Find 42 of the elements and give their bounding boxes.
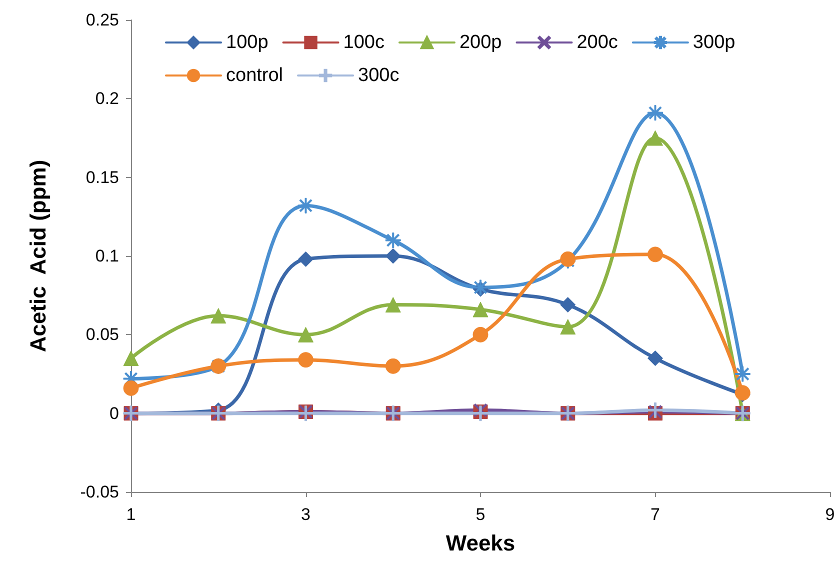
legend-label: 300p bbox=[692, 32, 736, 53]
point bbox=[472, 326, 488, 342]
x-tick-label: 5 bbox=[476, 505, 486, 524]
legend-label: control bbox=[226, 65, 284, 86]
legend-label: 100c bbox=[343, 32, 384, 53]
y-tick-label: 0.2 bbox=[95, 89, 119, 108]
y-axis-title: Acetic Acid (ppm) bbox=[26, 160, 50, 352]
x-tick-label: 7 bbox=[650, 505, 660, 524]
point bbox=[298, 352, 314, 368]
point bbox=[298, 326, 314, 342]
legend-label: 300c bbox=[358, 65, 400, 86]
x-tick-label: 3 bbox=[301, 505, 310, 524]
point bbox=[560, 319, 576, 335]
point bbox=[210, 308, 226, 324]
y-tick-label: 0.25 bbox=[86, 10, 119, 30]
x-axis-title: Weeks bbox=[446, 530, 516, 556]
point bbox=[123, 350, 139, 366]
point bbox=[648, 402, 663, 418]
legend-label: 200c bbox=[576, 32, 618, 53]
point bbox=[648, 105, 663, 121]
y-tick-label: 0.05 bbox=[86, 325, 119, 344]
point bbox=[123, 380, 139, 396]
point bbox=[648, 350, 663, 366]
y-tick-label: 0.1 bbox=[95, 246, 119, 266]
point bbox=[385, 297, 401, 313]
point bbox=[385, 248, 401, 264]
y-tick-label: 0 bbox=[110, 404, 119, 423]
legend-label: 200p bbox=[459, 32, 502, 53]
y-tick-label: -0.05 bbox=[80, 482, 119, 502]
point bbox=[298, 251, 314, 267]
point bbox=[385, 232, 401, 248]
point bbox=[648, 246, 663, 262]
point bbox=[734, 366, 750, 382]
legend-label: 100p bbox=[226, 32, 268, 53]
point bbox=[385, 358, 401, 374]
x-tick-label: 1 bbox=[126, 505, 136, 524]
point bbox=[648, 130, 663, 146]
x-tick-label: 9 bbox=[825, 505, 835, 524]
y-tick-label: 0.15 bbox=[86, 168, 119, 187]
point bbox=[560, 297, 576, 313]
point bbox=[472, 302, 488, 318]
point bbox=[298, 198, 314, 214]
